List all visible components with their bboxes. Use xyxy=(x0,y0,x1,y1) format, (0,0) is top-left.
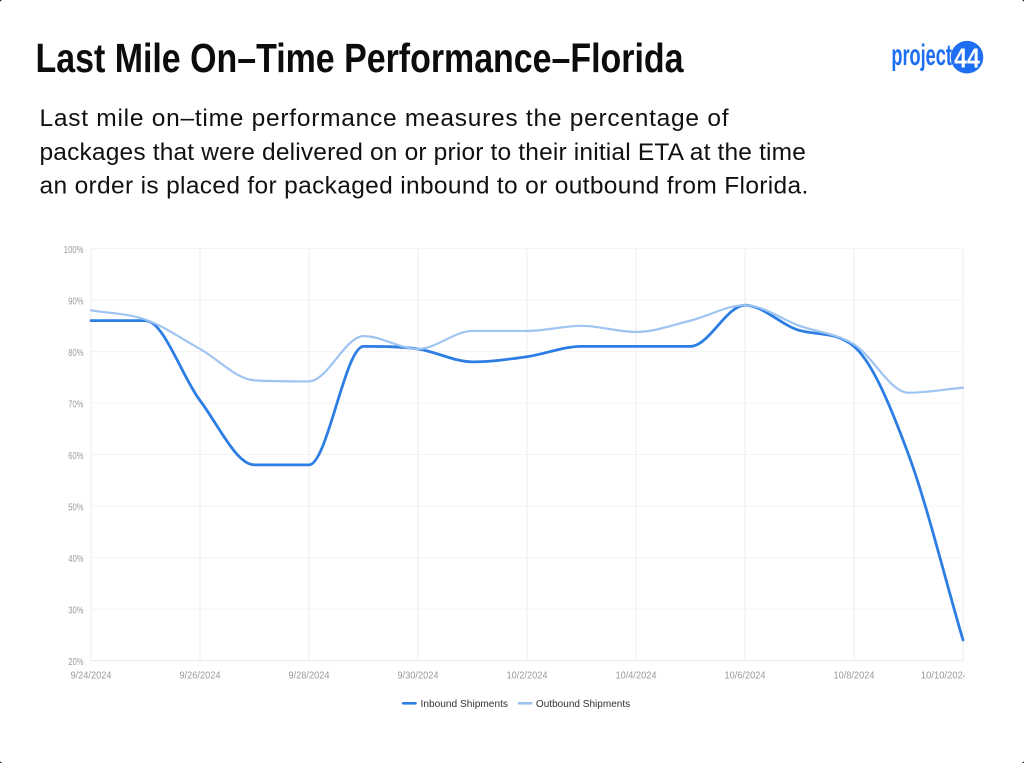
svg-text:100%: 100% xyxy=(64,245,84,256)
svg-text:an order is placed for package: an order is placed for packaged inbound … xyxy=(40,172,809,199)
svg-text:30%: 30% xyxy=(68,605,83,616)
svg-text:70%: 70% xyxy=(68,399,83,410)
svg-text:90%: 90% xyxy=(68,296,83,307)
svg-text:packages that were delivered o: packages that were delivered on or prior… xyxy=(40,139,806,166)
svg-text:50%: 50% xyxy=(68,502,83,513)
svg-text:10/8/2024: 10/8/2024 xyxy=(834,671,875,682)
svg-text:9/30/2024: 9/30/2024 xyxy=(398,671,439,682)
svg-text:10/2/2024: 10/2/2024 xyxy=(507,671,548,682)
svg-text:9/28/2024: 9/28/2024 xyxy=(289,671,330,682)
svg-text:Last Mile On–Time Performance–: Last Mile On–Time Performance–Florida xyxy=(36,35,685,81)
svg-text:Inbound Shipments: Inbound Shipments xyxy=(421,698,509,710)
svg-text:44: 44 xyxy=(954,42,980,73)
svg-text:10/4/2024: 10/4/2024 xyxy=(616,671,657,682)
svg-text:20%: 20% xyxy=(68,657,83,668)
svg-text:10/10/2024: 10/10/2024 xyxy=(921,671,969,682)
svg-text:80%: 80% xyxy=(68,348,83,359)
svg-text:project: project xyxy=(891,39,952,72)
svg-text:9/24/2024: 9/24/2024 xyxy=(71,671,112,682)
svg-text:Outbound Shipments: Outbound Shipments xyxy=(536,698,630,710)
svg-text:9/26/2024: 9/26/2024 xyxy=(180,671,221,682)
svg-text:60%: 60% xyxy=(68,451,83,462)
svg-text:40%: 40% xyxy=(68,554,83,565)
svg-text:10/6/2024: 10/6/2024 xyxy=(725,671,766,682)
svg-text:Last mile on–time performance: Last mile on–time performance measures t… xyxy=(40,105,729,132)
